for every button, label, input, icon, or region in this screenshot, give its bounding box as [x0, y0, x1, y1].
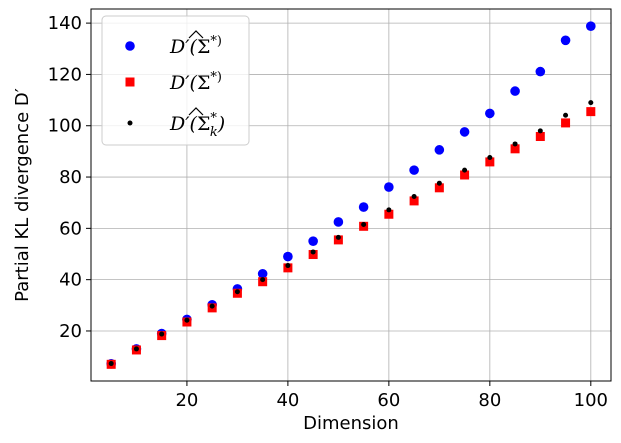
- legend-marker: [125, 41, 135, 51]
- legend-marker: [127, 120, 133, 126]
- legend-label: D′(Σ*): [169, 34, 222, 58]
- data-point: [586, 21, 596, 31]
- data-point: [184, 317, 190, 323]
- data-point: [510, 86, 520, 96]
- y-tick-label: 120: [48, 64, 82, 85]
- data-point: [436, 180, 442, 186]
- y-axis-ticks: 20 40 60 80 100 120 140: [48, 13, 91, 342]
- y-tick-label: 100: [48, 116, 82, 137]
- y-tick-label: 140: [48, 13, 82, 34]
- data-point: [409, 165, 419, 175]
- y-tick-label: 80: [59, 167, 82, 188]
- data-point: [535, 66, 546, 77]
- data-point: [285, 263, 291, 269]
- legend-marker: [125, 77, 135, 87]
- data-point: [434, 183, 444, 193]
- data-point: [333, 217, 344, 227]
- hat-accent: [188, 107, 204, 116]
- data-point: [159, 331, 165, 337]
- data-point: [386, 207, 392, 213]
- series-3: [108, 100, 594, 367]
- data-point: [485, 108, 495, 119]
- data-point: [133, 346, 139, 352]
- data-point: [563, 112, 569, 118]
- data-point: [310, 249, 316, 255]
- legend-label: D′(Σ*): [169, 70, 222, 94]
- data-point: [485, 157, 495, 167]
- data-point: [561, 118, 571, 128]
- y-tick-label: 40: [59, 270, 82, 291]
- x-axis-title: Dimension: [303, 413, 399, 434]
- x-tick-label: 20: [175, 390, 198, 411]
- y-axis-title: Partial KL divergence D′: [12, 88, 33, 302]
- data-point: [462, 167, 468, 173]
- data-point: [409, 196, 419, 206]
- legend: D′(Σ*) D′(Σ*) D′(Σ* k): [101, 15, 250, 146]
- data-point: [335, 234, 341, 240]
- x-tick-label: 40: [276, 390, 299, 411]
- x-tick-label: 80: [478, 390, 501, 411]
- x-axis-ticks: 20 40 60 80 100: [175, 381, 608, 411]
- hat-accent: [188, 30, 204, 39]
- data-point: [333, 235, 343, 245]
- data-point: [535, 132, 545, 142]
- data-point: [411, 194, 417, 200]
- data-point: [588, 100, 594, 106]
- data-point: [487, 155, 493, 161]
- data-points: [106, 21, 596, 369]
- legend-box: [101, 15, 250, 146]
- data-point: [260, 277, 266, 283]
- data-point: [358, 202, 369, 212]
- data-point: [460, 170, 470, 180]
- data-point: [108, 361, 114, 367]
- data-point: [384, 182, 394, 192]
- data-point: [560, 35, 571, 46]
- data-point: [384, 209, 394, 219]
- data-point: [234, 289, 240, 295]
- data-point: [209, 303, 215, 309]
- data-point: [308, 236, 318, 246]
- data-point: [361, 222, 367, 228]
- data-point: [512, 141, 518, 147]
- data-point: [283, 251, 293, 262]
- x-tick-label: 60: [377, 390, 400, 411]
- series-2: [106, 107, 596, 369]
- y-tick-label: 20: [59, 321, 82, 342]
- y-tick-label: 60: [59, 218, 82, 239]
- data-point: [434, 145, 445, 155]
- data-point: [510, 144, 520, 154]
- data-point: [459, 127, 470, 137]
- data-point: [308, 250, 318, 260]
- data-point: [537, 128, 543, 134]
- data-point: [586, 107, 596, 117]
- data-point: [257, 268, 268, 279]
- plot-frame: [90, 8, 612, 382]
- legend-label: D′(Σ* k): [169, 111, 225, 140]
- x-tick-label: 100: [574, 390, 608, 411]
